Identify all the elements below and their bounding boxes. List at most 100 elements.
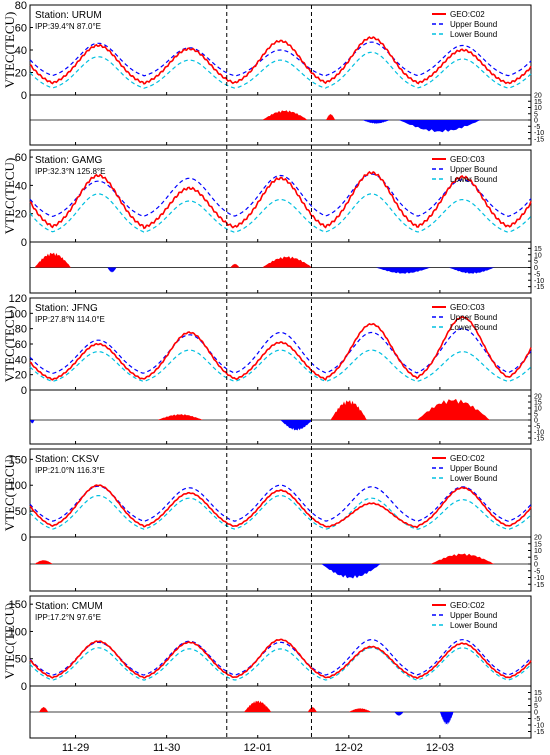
anomaly-tick-label: 0 [534, 118, 538, 125]
anomaly-tick-label: 15 [534, 690, 542, 697]
anomaly-tick-label: 5 [534, 412, 538, 419]
legend-observed-label: GEO:C03 [450, 155, 485, 164]
y-tick-label: 120 [9, 293, 27, 305]
legend-observed-label: GEO:C03 [450, 303, 485, 312]
y-tick-label: 20 [15, 209, 27, 221]
positive-anomaly-area [330, 400, 367, 420]
y-axis-label: VTEC(TECU) [2, 306, 17, 383]
anomaly-tick-label: -10 [534, 278, 544, 285]
positive-anomaly-area [326, 113, 336, 120]
upper-bound-line [29, 328, 532, 375]
y-tick-label: 50 [15, 506, 27, 518]
y-tick-label: 40 [15, 45, 27, 57]
anomaly-tick-label: -5 [534, 124, 540, 131]
legend-observed-label: GEO:C02 [450, 10, 485, 19]
legend-upper-label: Upper Bound [450, 165, 497, 174]
ipp-location: IPP:32.3°N 125.8°E [35, 167, 105, 176]
y-tick-label: 20 [15, 68, 27, 80]
y-tick-label: 100 [9, 626, 27, 638]
y-axis-label: VTEC(TECU) [2, 455, 17, 532]
positive-anomaly-area [262, 256, 313, 268]
legend-lower-label: Lower Bound [450, 175, 497, 184]
y-tick-label: 0 [21, 90, 27, 102]
anomaly-tick-label: 20 [534, 394, 542, 401]
y-tick-label: 60 [15, 152, 27, 164]
ipp-location: IPP:39.4°N 87.0°E [35, 22, 101, 31]
legend-upper-label: Upper Bound [450, 464, 497, 473]
station-name: Station: GAMG [35, 155, 102, 166]
anomaly-tick-label: -15 [534, 284, 544, 291]
x-tick-label: 12-02 [335, 742, 363, 754]
station-name: Station: JFNG [35, 303, 98, 314]
observed-vtec-line [29, 315, 532, 381]
lower-bound-line [29, 494, 532, 530]
y-tick-label: 20 [15, 370, 27, 382]
anomaly-tick-label: -10 [534, 575, 544, 582]
anomaly-tick-label: 10 [534, 697, 542, 704]
positive-anomaly-area [39, 706, 49, 712]
negative-anomaly-area [280, 420, 313, 431]
observed-vtec-line [29, 170, 532, 230]
anomaly-tick-label: 15 [534, 400, 542, 407]
lower-bound-line [29, 193, 532, 233]
anomaly-tick-label: 15 [534, 246, 542, 253]
anomaly-tick-label: -15 [534, 136, 544, 143]
positive-anomaly-area [244, 700, 272, 712]
negative-anomaly-area [362, 120, 390, 124]
y-tick-label: 100 [9, 480, 27, 492]
y-tick-label: 100 [9, 308, 27, 320]
negative-anomaly-area [321, 564, 381, 579]
legend-lower-label: Lower Bound [450, 621, 497, 630]
y-tick-label: 40 [15, 180, 27, 192]
observed-vtec-line [29, 484, 532, 529]
x-tick-label: 12-03 [426, 742, 454, 754]
negative-anomaly-area [394, 712, 404, 716]
legend-lower-label: Lower Bound [450, 323, 497, 332]
legend-lower-label: Lower Bound [450, 474, 497, 483]
anomaly-tick-label: 15 [534, 541, 542, 548]
anomaly-tick-label: -5 [534, 424, 540, 431]
anomaly-tick-label: 0 [534, 710, 538, 717]
anomaly-tick-label: 5 [534, 703, 538, 710]
anomaly-tick-label: -15 [534, 436, 544, 443]
station-name: Station: URUM [35, 10, 102, 21]
anomaly-tick-label: -10 [534, 723, 544, 730]
y-tick-label: 0 [21, 385, 27, 397]
anomaly-tick-label: 5 [534, 555, 538, 562]
legend-upper-label: Upper Bound [450, 20, 497, 29]
anomaly-tick-label: -15 [534, 729, 544, 736]
anomaly-tick-label: 10 [534, 252, 542, 259]
anomaly-tick-label: -15 [534, 582, 544, 589]
y-tick-label: 40 [15, 354, 27, 366]
anomaly-tick-label: 10 [534, 105, 542, 112]
negative-anomaly-area [107, 267, 117, 273]
upper-bound-line [29, 638, 532, 676]
y-tick-label: 60 [15, 23, 27, 35]
anomaly-tick-label: 0 [534, 418, 538, 425]
y-tick-label: 0 [21, 532, 27, 544]
positive-anomaly-area [307, 706, 317, 712]
anomaly-tick-label: 0 [534, 265, 538, 272]
y-axis-label: VTEC(TECU) [2, 603, 17, 680]
ipp-location: IPP:17.2°N 97.6°E [35, 613, 101, 622]
lower-bound-line [29, 349, 532, 383]
observed-vtec-line [29, 36, 532, 85]
positive-anomaly-area [34, 560, 53, 564]
ipp-location: IPP:21.0°N 116.3°E [35, 466, 105, 475]
anomaly-tick-label: 0 [534, 562, 538, 569]
upper-bound-line [29, 173, 532, 218]
station-name: Station: CKSV [35, 454, 99, 465]
anomaly-tick-label: 20 [534, 93, 542, 100]
y-tick-label: 80 [15, 0, 27, 12]
anomaly-tick-label: -5 [534, 716, 540, 723]
y-tick-label: 0 [21, 681, 27, 693]
x-tick-label: 11-30 [153, 742, 180, 754]
x-tick-label: 12-01 [244, 742, 272, 754]
y-tick-label: 150 [9, 599, 27, 611]
anomaly-plot-frame [29, 389, 532, 445]
positive-anomaly-area [230, 263, 240, 268]
y-tick-label: 0 [21, 237, 27, 249]
